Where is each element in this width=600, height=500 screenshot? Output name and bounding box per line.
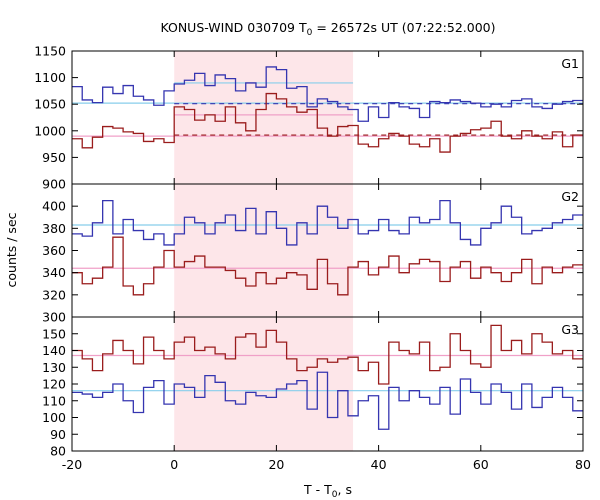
panel-frame	[71, 316, 584, 452]
series-red-g1	[72, 92, 583, 153]
chart-title: KONUS-WIND 030709 T0 = 26572s UT (07:22:…	[160, 20, 495, 38]
x-tick-label: 20	[268, 457, 284, 472]
x-axis-label-subscript: 0	[332, 490, 338, 500]
series-blue-g2	[72, 199, 583, 246]
y-tick-label: 80	[50, 444, 66, 459]
series-blue-g1	[72, 66, 583, 122]
x-axis-label: T - T0, s	[303, 482, 352, 500]
shaded-interval	[174, 51, 354, 451]
panel-label: G3	[561, 322, 579, 337]
y-tick-label: 360	[42, 243, 66, 258]
chart-title-subscript: 0	[307, 28, 313, 38]
y-tick-label: 300	[42, 310, 66, 325]
y-tick-label: 110	[42, 393, 66, 408]
series-blue-g3	[72, 371, 583, 430]
x-tick-label: 80	[575, 457, 591, 472]
y-tick-label: 90	[50, 427, 66, 442]
y-tick-label: 380	[42, 221, 66, 236]
y-tick-label: 120	[42, 377, 66, 392]
y-axis-label: counts / sec	[4, 212, 19, 287]
y-tick-label: 140	[42, 343, 66, 358]
y-tick-label: 150	[42, 326, 66, 341]
panel-label: G2	[561, 189, 579, 204]
panel-g2: 300 320 340 360 380 400 G2	[42, 183, 584, 325]
y-tick-label: 1000	[34, 123, 66, 138]
x-tick-label: 0	[170, 457, 178, 472]
plot-area: 9009501000105011001150G13003203403603804…	[34, 44, 591, 473]
y-tick-label: 1150	[34, 44, 66, 59]
x-tick-label: -20	[62, 457, 82, 472]
y-tick-label: 900	[42, 177, 66, 192]
y-tick-label: 1050	[34, 97, 66, 112]
y-tick-label: 130	[42, 360, 66, 375]
y-tick-label: 1100	[34, 70, 66, 85]
y-tick-label: 400	[42, 199, 66, 214]
y-tick-label: 100	[42, 410, 66, 425]
x-tick-label: 40	[371, 457, 387, 472]
x-axis-label-rest: , s	[338, 482, 352, 497]
y-tick-label: 950	[42, 150, 66, 165]
y-tick-label: 320	[42, 287, 66, 302]
series-red-g2	[72, 236, 583, 296]
y-tick-label: 340	[42, 265, 66, 280]
chart-title-main: KONUS-WIND 030709 T	[160, 20, 306, 35]
series-red-g3	[72, 324, 583, 385]
chart-title-rest: = 26572s UT (07:22:52.000)	[312, 20, 495, 35]
x-axis-label-main: T - T	[303, 482, 332, 497]
panel-label: G1	[561, 56, 579, 71]
x-tick-label: 60	[473, 457, 489, 472]
